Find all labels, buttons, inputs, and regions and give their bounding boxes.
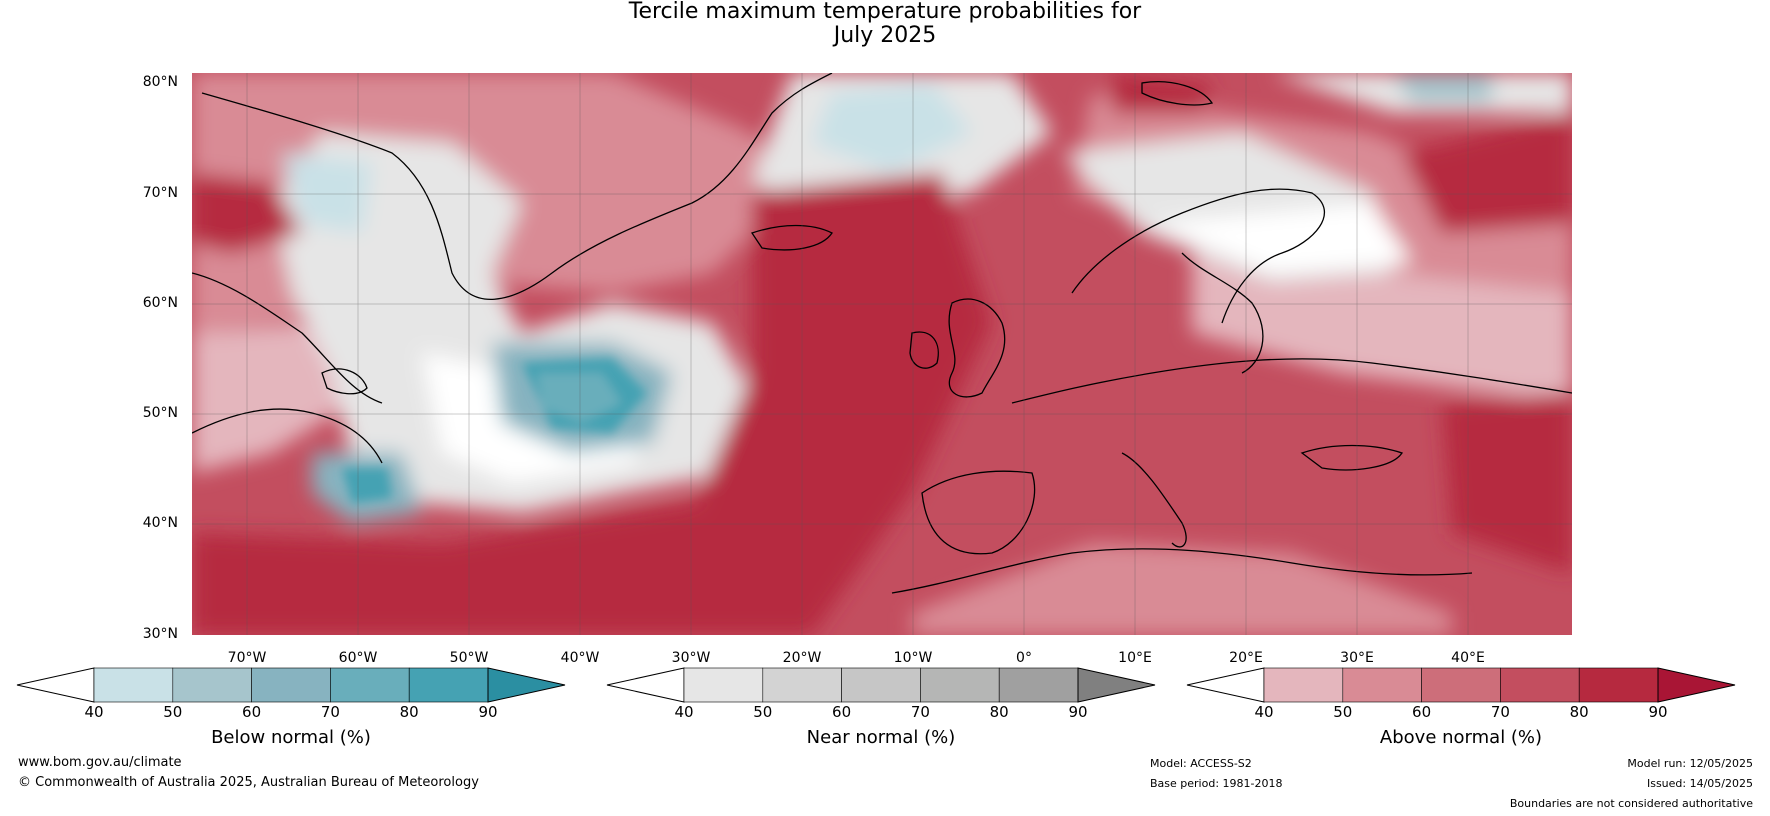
lon-label-10w: 10°W <box>893 650 933 666</box>
colorbar-title: Below normal (%) <box>211 727 371 748</box>
probability-field <box>192 73 1572 635</box>
colorbar-tick-label: 50 <box>753 703 773 721</box>
lon-label-20w: 20°W <box>782 650 822 666</box>
colorbar-extend-low <box>1186 667 1265 703</box>
colorbar-extend-high <box>487 667 566 703</box>
footer-issued: Issued: 14/05/2025 <box>1646 777 1753 790</box>
colorbar-segment <box>251 667 331 703</box>
graticule <box>192 73 1572 635</box>
colorbar-title: Above normal (%) <box>1379 727 1543 748</box>
colorbar-segment <box>1421 667 1501 703</box>
colorbar-extend-high <box>1077 667 1156 703</box>
map-title: Tercile maximum temperature probabilitie… <box>0 0 1770 48</box>
colorbar-extend-low <box>606 667 685 703</box>
colorbar-extend-high <box>1657 667 1736 703</box>
colorbar-tick-label: 40 <box>1254 703 1274 721</box>
lon-label-10e: 10°E <box>1118 650 1152 666</box>
lon-label-70w: 70°W <box>227 650 267 666</box>
colorbar-segment <box>762 667 842 703</box>
colorbar-tick-label: 80 <box>399 703 419 721</box>
colorbar-segment <box>683 667 764 703</box>
title-line-2: July 2025 <box>833 23 937 48</box>
colorbar-segment <box>1263 667 1344 703</box>
lon-label-60w: 60°W <box>338 650 378 666</box>
lon-label-50w: 50°W <box>449 650 489 666</box>
lat-label-60n: 60°N <box>142 295 178 311</box>
colorbar-below-normal: 40 50 60 70 80 90 Below normal (%) <box>16 667 566 748</box>
footer-disclaimer: Boundaries are not considered authoritat… <box>1509 797 1753 810</box>
lat-label-50n: 50°N <box>142 405 178 421</box>
colorbar-segment <box>1500 667 1580 703</box>
footer-copyright: © Commonwealth of Australia 2025, Austra… <box>18 775 479 790</box>
colorbar-tick-label: 60 <box>1412 703 1432 721</box>
colorbar-segment <box>330 667 410 703</box>
colorbar-above-normal: 40 50 60 70 80 90 Above normal (%) <box>1186 667 1736 748</box>
footer-model: Model: ACCESS-S2 <box>1150 757 1252 770</box>
colorbar-segment <box>93 667 174 703</box>
colorbar-1-svg <box>606 667 1156 703</box>
lat-label-40n: 40°N <box>142 515 178 531</box>
colorbar-tick-label: 50 <box>163 703 183 721</box>
colorbar-tick-label: 60 <box>832 703 852 721</box>
coastlines <box>192 73 1572 594</box>
title-line-1: Tercile maximum temperature probabilitie… <box>628 0 1142 24</box>
lon-label-40e: 40°E <box>1451 650 1485 666</box>
colorbar-tick-label: 40 <box>84 703 104 721</box>
colorbar-segment <box>1578 667 1659 703</box>
colorbar-tick-label: 40 <box>674 703 694 721</box>
probability-map <box>192 73 1572 635</box>
colorbar-segment <box>998 667 1079 703</box>
colorbar-2-svg <box>1186 667 1736 703</box>
lat-label-80n: 80°N <box>142 74 178 90</box>
map-svg <box>192 73 1572 635</box>
colorbar-tick-label: 70 <box>1490 703 1510 721</box>
colorbar-segment <box>920 667 1000 703</box>
lon-label-20e: 20°E <box>1229 650 1263 666</box>
footer-base-period: Base period: 1981-2018 <box>1150 777 1283 790</box>
colorbar-tick-label: 90 <box>1648 703 1668 721</box>
colorbar-segment <box>172 667 252 703</box>
colorbar-tick-label: 70 <box>910 703 930 721</box>
colorbar-0-svg <box>16 667 566 703</box>
colorbar-extend-low <box>16 667 95 703</box>
colorbar-tick-label: 90 <box>478 703 498 721</box>
lat-label-70n: 70°N <box>142 185 178 201</box>
colorbar-tick-label: 80 <box>989 703 1009 721</box>
colorbar-tick-label: 50 <box>1333 703 1353 721</box>
colorbar-title: Near normal (%) <box>806 727 956 748</box>
colorbar-segment <box>1342 667 1422 703</box>
colorbar-segment <box>841 667 921 703</box>
colorbar-segment <box>408 667 489 703</box>
colorbar-near-normal: 40 50 60 70 80 90 Near normal (%) <box>606 667 1156 748</box>
lon-label-40w: 40°W <box>560 650 600 666</box>
colorbar-tick-label: 60 <box>242 703 262 721</box>
footer-model-run: Model run: 12/05/2025 <box>1627 757 1753 770</box>
colorbar-tick-label: 90 <box>1068 703 1088 721</box>
lon-label-30w: 30°W <box>671 650 711 666</box>
colorbar-tick-label: 70 <box>320 703 340 721</box>
lon-label-0: 0° <box>1016 650 1032 666</box>
colorbar-tick-label: 80 <box>1569 703 1589 721</box>
lon-label-30e: 30°E <box>1340 650 1374 666</box>
footer-website: www.bom.gov.au/climate <box>18 755 182 770</box>
lat-label-30n: 30°N <box>142 626 178 642</box>
